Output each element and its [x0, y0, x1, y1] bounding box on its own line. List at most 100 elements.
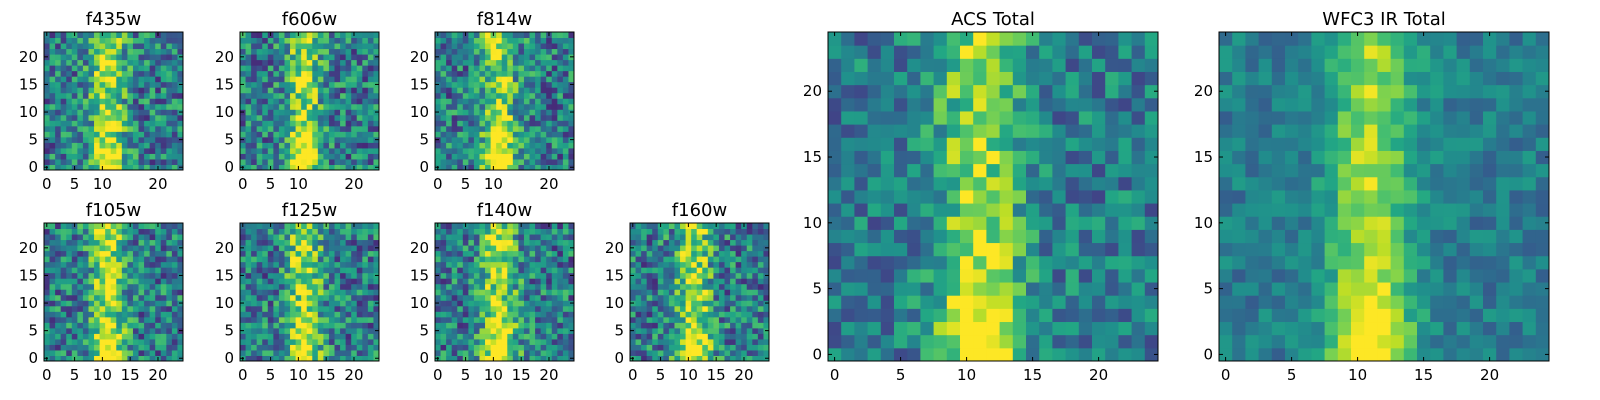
y-tick-label: 5 — [419, 322, 429, 340]
heatmap-cell — [635, 250, 642, 257]
heatmap-cell — [267, 114, 274, 121]
heatmap-cell — [66, 261, 73, 268]
heatmap-cell — [262, 322, 269, 329]
heatmap-cell — [44, 349, 51, 356]
heatmap-cell — [457, 234, 464, 241]
heatmap-cell — [546, 131, 553, 138]
heatmap-cell — [724, 223, 731, 230]
heatmap-cell — [105, 81, 112, 88]
heatmap-cell — [529, 48, 536, 55]
heatmap-cell — [127, 338, 134, 345]
heatmap-cell — [245, 272, 252, 279]
heatmap-cell — [468, 125, 475, 132]
heatmap-cell — [177, 142, 184, 149]
heatmap-cell — [105, 125, 112, 132]
heatmap-cell — [110, 54, 117, 61]
heatmap-cell — [328, 70, 336, 77]
heatmap-cell — [490, 120, 497, 127]
heatmap-cell — [557, 305, 564, 312]
heatmap-cell — [245, 333, 252, 340]
heatmap-cell — [518, 305, 525, 312]
heatmap-cell — [132, 114, 140, 121]
heatmap-cell — [323, 70, 330, 77]
heatmap-cell — [730, 316, 737, 323]
heatmap-cell — [334, 239, 341, 246]
heatmap-cell — [468, 136, 475, 143]
heatmap-cell — [446, 131, 453, 138]
heatmap-cell — [155, 311, 162, 318]
heatmap-cell — [999, 321, 1014, 336]
heatmap-cell — [1105, 229, 1119, 244]
heatmap-cell — [435, 234, 442, 241]
heatmap-cell — [854, 347, 869, 362]
heatmap-cell — [278, 311, 285, 318]
heatmap-cell — [451, 142, 458, 149]
heatmap-cell — [323, 147, 330, 154]
heatmap-cell — [507, 228, 514, 235]
heatmap-cell — [707, 327, 714, 334]
heatmap-cell — [240, 153, 247, 160]
heatmap-cell — [317, 228, 324, 235]
heatmap-cell — [501, 98, 508, 105]
heatmap-cell — [66, 43, 73, 50]
heatmap-cell — [657, 239, 664, 246]
heatmap-cell — [641, 256, 648, 263]
heatmap-cell — [351, 228, 358, 235]
heatmap-cell — [110, 316, 117, 323]
heatmap-cell — [440, 267, 447, 274]
heatmap-cell — [518, 65, 525, 72]
heatmap-cell — [674, 261, 681, 268]
heatmap-cell — [551, 48, 558, 55]
heatmap-cell — [334, 59, 341, 66]
heatmap-cell — [132, 32, 140, 39]
heatmap-cell — [468, 109, 475, 116]
heatmap-cell — [718, 333, 726, 340]
heatmap-cell — [177, 305, 184, 312]
heatmap-cell — [730, 294, 737, 301]
heatmap-cell — [71, 59, 78, 66]
heatmap-cell — [713, 250, 720, 257]
heatmap-cell — [127, 81, 134, 88]
heatmap-cell — [240, 98, 247, 105]
heatmap-cell — [1052, 203, 1067, 217]
heatmap-cell — [323, 32, 330, 39]
heatmap-cell — [155, 316, 162, 323]
heatmap-cell — [334, 37, 341, 44]
heatmap-cell — [462, 283, 469, 290]
heatmap-cell — [373, 70, 380, 77]
heatmap-cell — [630, 333, 637, 340]
heatmap-cell — [171, 239, 178, 246]
heatmap-cell — [256, 76, 263, 83]
heatmap-cell — [451, 81, 458, 88]
heatmap-cell — [562, 228, 569, 235]
heatmap-cell — [262, 267, 269, 274]
heatmap-cell — [440, 316, 447, 323]
heatmap-cell — [933, 176, 948, 191]
heatmap-cell — [267, 349, 274, 356]
heatmap-cell — [55, 322, 62, 329]
heatmap-cell — [367, 283, 374, 290]
heatmap-cell — [127, 92, 134, 99]
heatmap-cell — [696, 349, 703, 356]
heatmap-cell — [149, 322, 156, 329]
heatmap-cell — [110, 223, 117, 230]
heatmap-cell — [1052, 334, 1067, 349]
heatmap-cell — [317, 32, 324, 39]
heatmap-cell — [496, 114, 503, 121]
heatmap-cell — [121, 316, 128, 323]
heatmap-cell — [373, 316, 380, 323]
heatmap-cell — [540, 87, 547, 94]
heatmap-cell — [105, 223, 112, 230]
heatmap-cell — [312, 256, 319, 263]
heatmap-cell — [986, 176, 1001, 191]
heatmap-cell — [55, 349, 62, 356]
heatmap-cell — [278, 272, 285, 279]
heatmap-cell — [105, 283, 112, 290]
heatmap-cell — [132, 250, 140, 257]
heatmap-cell — [278, 81, 285, 88]
heatmap-cell — [256, 355, 263, 362]
heatmap-cell — [718, 267, 726, 274]
heatmap-cell — [105, 59, 112, 66]
heatmap-cell — [451, 294, 458, 301]
heatmap-cell — [273, 164, 280, 171]
